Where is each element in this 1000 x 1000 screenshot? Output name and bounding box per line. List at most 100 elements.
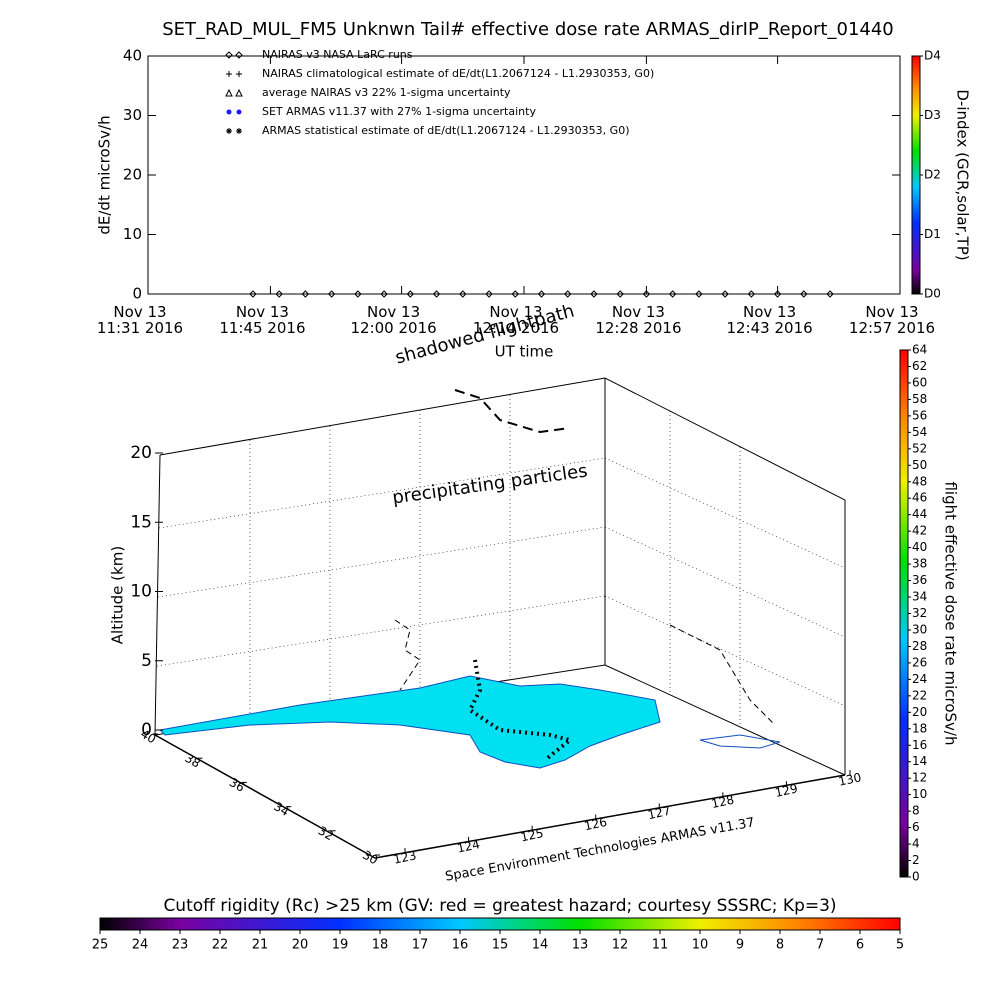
colorbar-tick-label: 8 xyxy=(776,938,784,953)
colorbar-tick-label: 6 xyxy=(912,820,920,834)
marker xyxy=(301,290,310,298)
colorbar-tick-label: 36 xyxy=(912,573,927,587)
title: SET_RAD_MUL_FM5 Unknwn Tail# effective d… xyxy=(162,19,894,40)
colorbar-tick-label: 40 xyxy=(912,540,927,554)
colorbar-tick-label: 16 xyxy=(452,938,469,953)
marker xyxy=(226,109,232,115)
colorbar-tick-label: 4 xyxy=(912,837,920,851)
x-tick-label: Nov 13 11:45 2016 xyxy=(219,303,306,337)
y-axis-label: dE/dt microSv/h xyxy=(96,115,114,234)
marker xyxy=(235,88,243,97)
marker xyxy=(773,290,782,298)
colorbar xyxy=(911,55,921,295)
shadow-path xyxy=(394,619,776,726)
marker xyxy=(226,128,232,134)
marker xyxy=(668,290,677,298)
marker xyxy=(616,290,624,298)
flight-path-top xyxy=(454,389,571,434)
colorbar-tick-label: 20 xyxy=(912,705,927,719)
colorbar-tick-label: 46 xyxy=(912,491,927,505)
z-axis-label: Altitude (km) xyxy=(109,546,127,644)
legend-label: SET ARMAS v11.37 with 27% 1-sigma uncert… xyxy=(262,105,536,118)
y-tick-label: 40 xyxy=(138,727,158,747)
marker xyxy=(590,290,598,298)
x-tick-label: Nov 13 11:31 2016 xyxy=(96,303,184,337)
colorbar-tick-label: 10 xyxy=(912,787,927,801)
marker xyxy=(459,290,467,298)
colorbar-tick-label: 56 xyxy=(912,408,927,422)
z-tick-label: 10 xyxy=(130,582,152,602)
colorbar-tick-label: 62 xyxy=(912,359,927,373)
colorbar xyxy=(99,917,901,931)
colorbar-tick-label: 52 xyxy=(912,441,927,455)
x-tick-label: 124 xyxy=(456,837,481,855)
colorbar-tick-label: 22 xyxy=(212,938,229,953)
colorbar-label: D-index (GCR,solar,TP) xyxy=(954,89,972,260)
flight-path xyxy=(467,659,575,762)
colorbar-tick-label: D1 xyxy=(924,227,941,241)
colorbar-tick-label: 12 xyxy=(612,938,629,953)
marker xyxy=(236,109,242,115)
marker xyxy=(564,290,572,298)
colorbar-tick-label: 58 xyxy=(912,392,927,406)
colorbar-tick-label: 22 xyxy=(912,688,927,702)
colorbar-tick-label: 21 xyxy=(252,938,269,953)
colorbar-tick-label: 6 xyxy=(856,938,864,953)
land-outline xyxy=(699,734,781,749)
colorbar-tick-label: 14 xyxy=(912,754,927,768)
colorbar-tick-label: 20 xyxy=(292,938,309,953)
marker xyxy=(327,290,336,298)
colorbar-tick-label: D4 xyxy=(924,49,941,63)
marker xyxy=(800,290,808,298)
colorbar-tick-label: 13 xyxy=(572,938,589,953)
marker xyxy=(642,290,651,298)
colorbar-tick-label: 2 xyxy=(912,853,920,867)
legend-label: NAIRAS climatological estimate of dE/dt(… xyxy=(262,67,654,80)
colorbar-tick-label: 28 xyxy=(912,639,927,653)
marker xyxy=(537,290,546,298)
legend-label: ARMAS statistical estimate of dE/dt(L1.2… xyxy=(262,124,629,137)
colorbar-tick-label: 48 xyxy=(912,474,927,488)
colorbar-tick-label: 38 xyxy=(912,557,927,571)
box-3d xyxy=(154,377,846,859)
x-tick-label: Nov 13 12:43 2016 xyxy=(726,303,813,337)
y-tick-label: 30 xyxy=(360,848,380,868)
y-tick-label: 34 xyxy=(271,799,291,819)
marker xyxy=(406,290,415,298)
x-tick-label: 128 xyxy=(710,793,735,811)
colorbar-tick-label: 60 xyxy=(912,375,927,389)
colorbar-tick-label: 34 xyxy=(912,590,927,604)
colorbar-tick-label: 7 xyxy=(816,938,824,953)
marker xyxy=(511,290,519,298)
x-tick-label: 130 xyxy=(837,770,862,788)
marker xyxy=(826,290,834,298)
x-tick-label: Nov 13 12:14 2016 xyxy=(472,303,560,337)
marker xyxy=(354,290,362,298)
z-tick-label: 20 xyxy=(130,443,152,463)
z-tick-label: 15 xyxy=(130,512,152,532)
marker xyxy=(226,71,232,77)
colorbar-tick-label: D0 xyxy=(924,287,941,301)
colorbar-tick-label: 30 xyxy=(912,622,927,636)
y-tick-label: 30 xyxy=(123,106,142,124)
colorbar-tick-label: 0 xyxy=(912,870,920,884)
x-tick-label: Nov 13 12:57 2016 xyxy=(848,303,936,337)
x-tick-label: 123 xyxy=(392,848,417,866)
colorbar-tick-label: 10 xyxy=(692,938,709,953)
colorbar-tick-label: 14 xyxy=(532,938,549,953)
grid-3d xyxy=(156,395,846,727)
colorbar-tick-label: 15 xyxy=(492,938,509,953)
legend-label: NAIRAS v3 NASA LaRC runs xyxy=(262,48,413,61)
x-tick-label: Nov 13 12:28 2016 xyxy=(595,303,682,337)
marker xyxy=(236,71,242,77)
z-tick-label: 5 xyxy=(141,651,152,671)
colorbar-tick-label: 5 xyxy=(896,938,904,953)
y-tick-label: 0 xyxy=(132,285,142,303)
colorbar-tick-label: 18 xyxy=(912,721,927,735)
marker xyxy=(235,51,243,59)
colorbar-tick-label: D3 xyxy=(924,108,941,122)
colorbar-tick-label: 50 xyxy=(912,458,927,472)
colorbar-tick-label: 24 xyxy=(132,938,149,953)
